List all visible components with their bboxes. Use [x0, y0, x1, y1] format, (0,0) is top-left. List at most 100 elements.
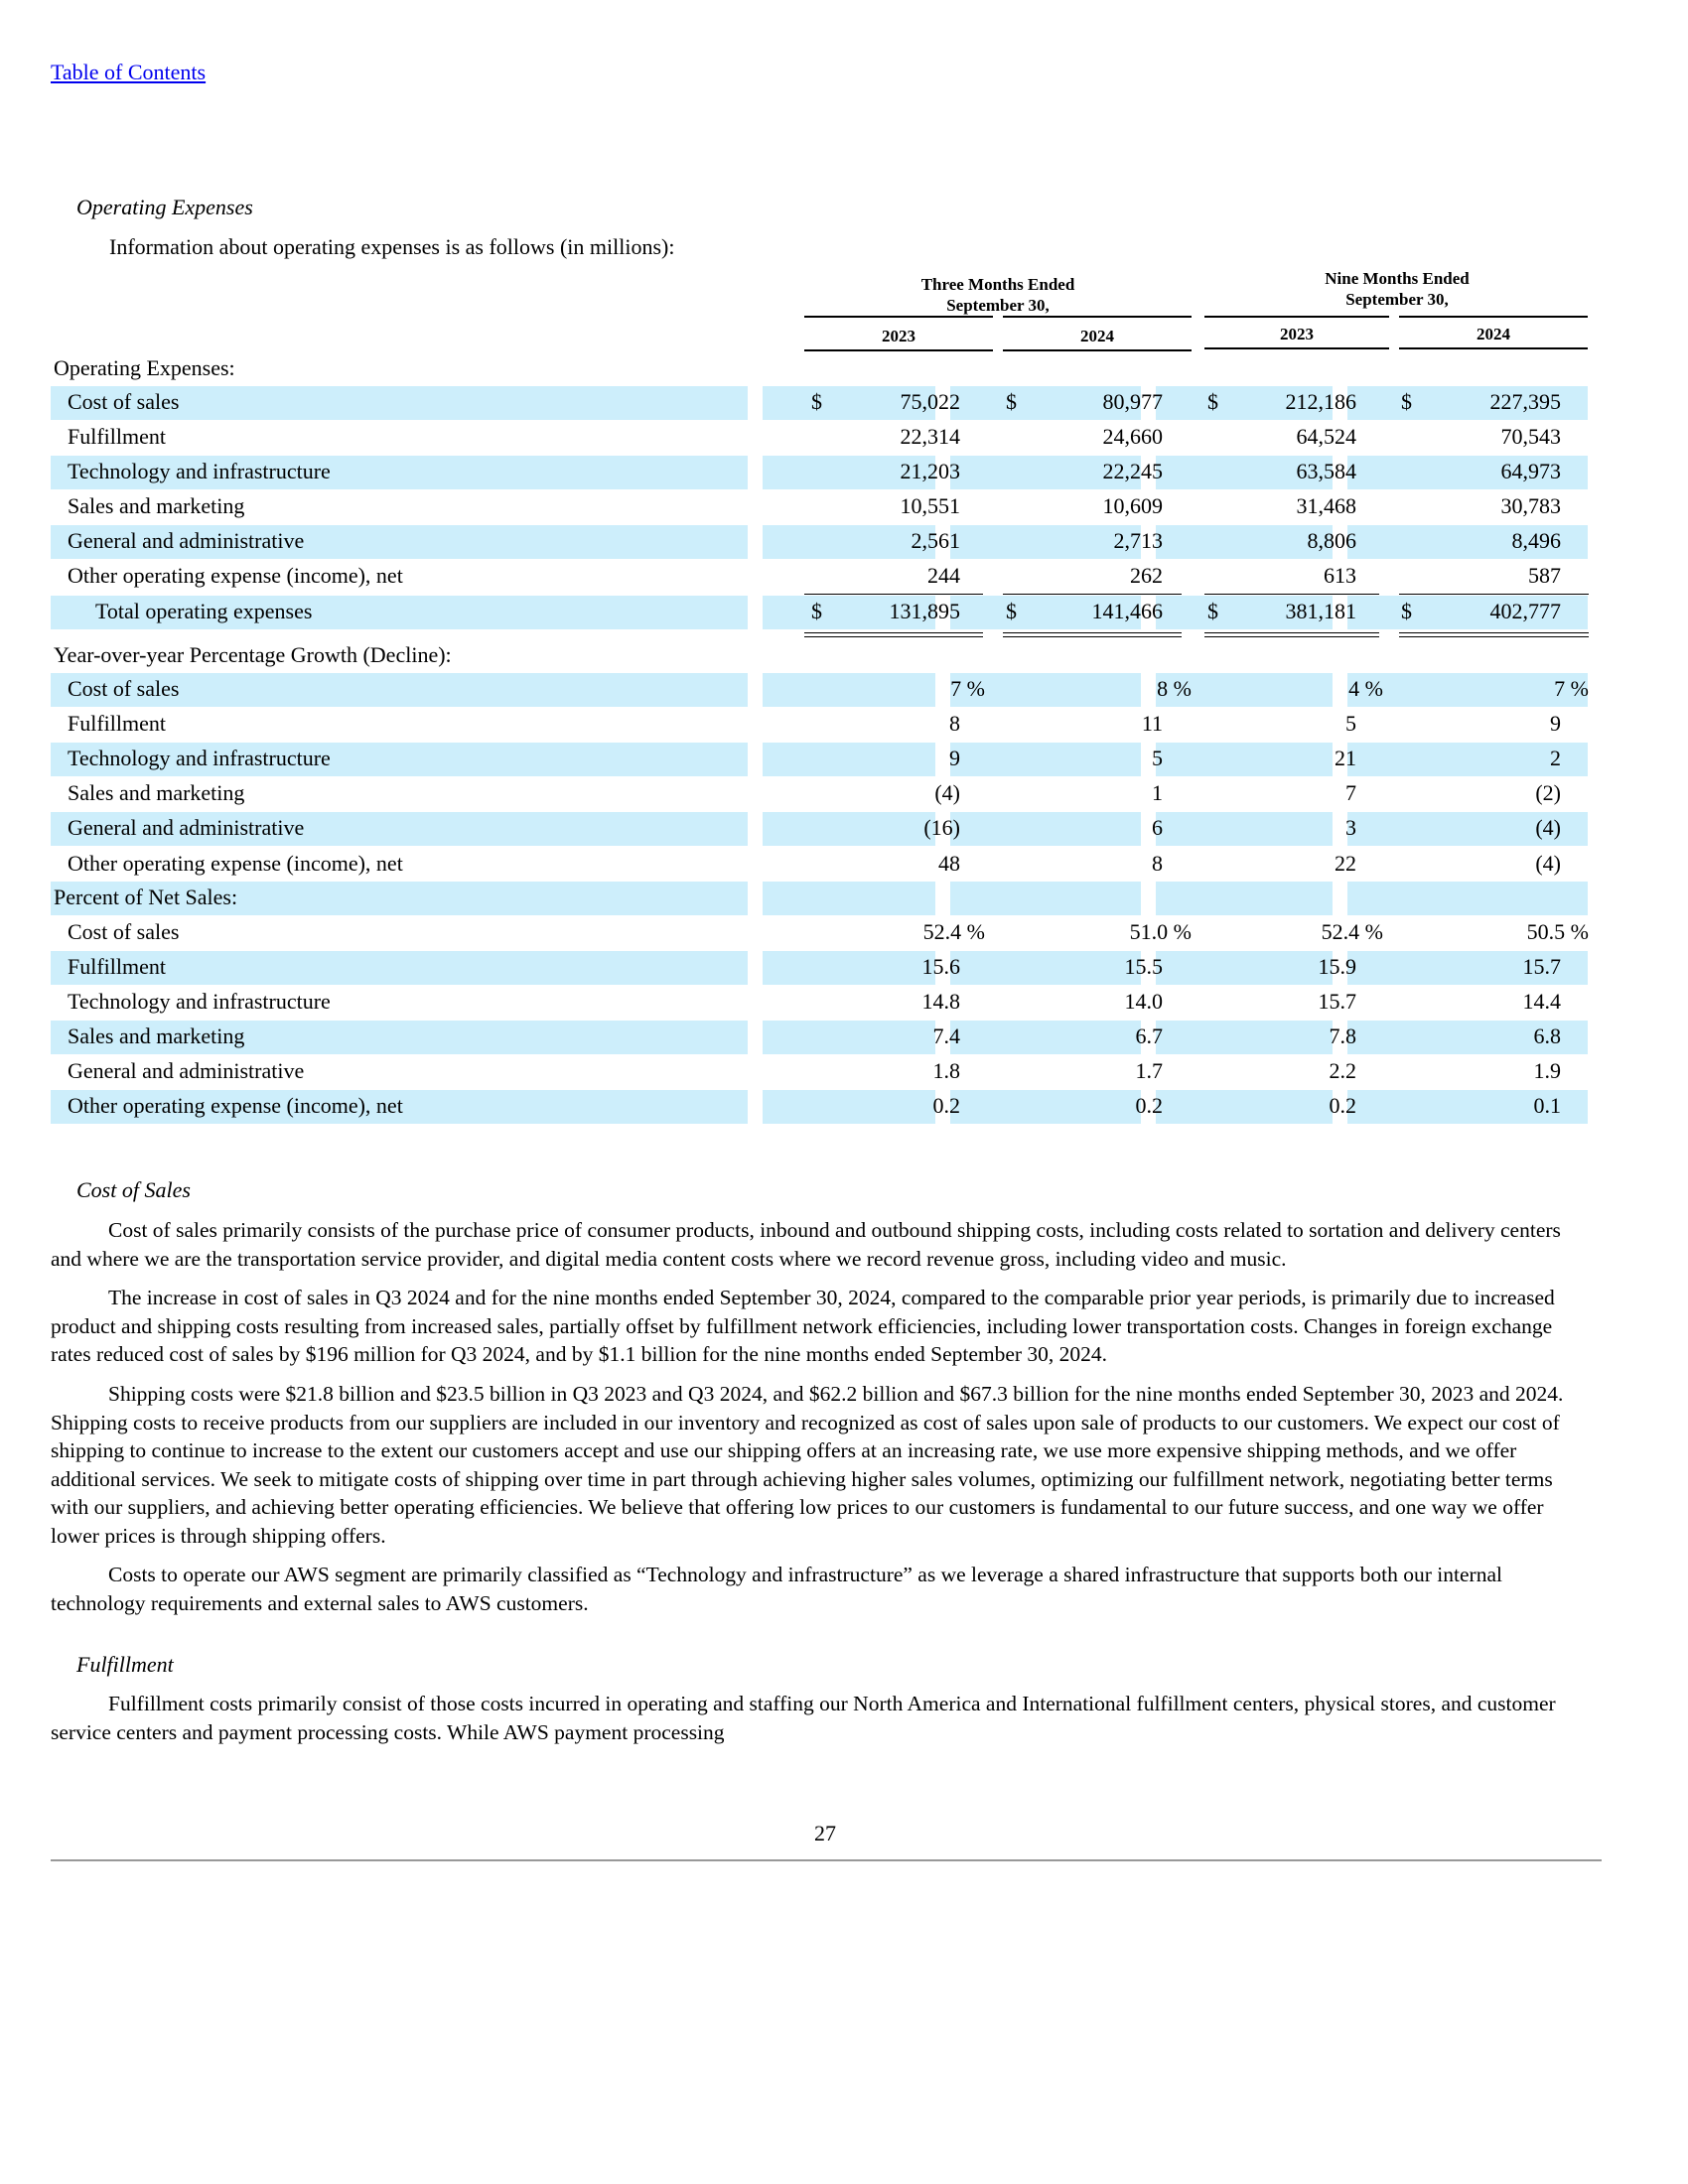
cell-value: 7	[1345, 780, 1356, 805]
table-row: Fulfillment 15.6 15.5 15.9 15.7	[51, 951, 1588, 985]
cost-of-sales-paragraph-2: The increase in cost of sales in Q3 2024…	[51, 1286, 1555, 1366]
header-three-months: Three Months Ended September 30,	[920, 275, 1075, 315]
cell-value: 8	[1152, 851, 1163, 876]
cell-value: 2	[1550, 746, 1561, 770]
cell-value: 0.2	[1135, 1093, 1164, 1118]
table-row: Fulfillment 22,314 24,660 64,524 70,543	[51, 421, 1588, 455]
cell-value: 6.7	[1135, 1024, 1164, 1048]
cell-value: 15.7	[1522, 954, 1562, 979]
dollar-sign: $	[1207, 599, 1218, 623]
cell-value: 52.4 %	[922, 919, 985, 944]
cell-value: 8 %	[1157, 676, 1192, 701]
dollar-sign: $	[1401, 599, 1412, 623]
cell-value: 2,713	[1113, 528, 1164, 553]
dollar-sign: $	[811, 599, 822, 623]
row-label: Other operating expense (income), net	[68, 563, 403, 588]
cell-value: 1.9	[1533, 1058, 1562, 1083]
row-label: Cost of sales	[68, 676, 180, 701]
cell-value: 5	[1345, 711, 1356, 736]
cell-value: 212,186	[1285, 389, 1357, 414]
cell-value: (16)	[923, 815, 960, 840]
table-row: Other operating expense (income), net 244…	[51, 560, 1588, 594]
cell-value: 15.7	[1318, 989, 1357, 1014]
table-row: General and administrative (16) 6 3 (4)	[51, 812, 1588, 846]
year-header-1: 2023	[882, 327, 915, 345]
cell-value: 51.0 %	[1129, 919, 1192, 944]
cell-value: 64,524	[1296, 424, 1357, 449]
table-of-contents-link[interactable]: Table of Contents	[51, 60, 207, 84]
row-label: Other operating expense (income), net	[68, 851, 403, 876]
row-label: Technology and infrastructure	[68, 989, 331, 1014]
table-row: General and administrative 2,561 2,713 8,80…	[51, 525, 1588, 559]
cell-value: 15.5	[1124, 954, 1164, 979]
row-label: Year-over-year Percentage Growth (Declin…	[54, 642, 452, 667]
row-label: Fulfillment	[68, 954, 166, 979]
table-row: Sales and marketing 7.4 6.7 7.8 6.8	[51, 1021, 1588, 1054]
cell-value: 262	[1130, 563, 1163, 588]
cell-value: 7 %	[1554, 676, 1589, 701]
cell-value: 7 %	[950, 676, 985, 701]
cell-value: 52.4 %	[1321, 919, 1383, 944]
table-row: Other operating expense (income), net 0.2…	[51, 1090, 1588, 1124]
cell-value: 8,496	[1511, 528, 1562, 553]
row-label: General and administrative	[68, 528, 305, 553]
cell-value: 227,395	[1489, 389, 1562, 414]
cell-value: 613	[1324, 563, 1356, 588]
cell-value: 30,783	[1500, 493, 1562, 518]
cell-value: 75,022	[900, 389, 961, 414]
table-row: Total operating expenses $131,895 $141,466…	[51, 596, 1588, 629]
row-label: Total operating expenses	[95, 599, 313, 623]
cell-value: (4)	[1535, 815, 1561, 840]
row-label: Fulfillment	[68, 711, 166, 736]
cell-value: 80,977	[1102, 389, 1164, 414]
row-label: Operating Expenses:	[54, 355, 235, 380]
page-number: 27	[814, 1821, 836, 1845]
section-title-cost-of-sales: Cost of Sales	[76, 1177, 191, 1202]
cell-value: 8	[949, 711, 960, 736]
cell-value: (4)	[1535, 851, 1561, 876]
table-row: Year-over-year Percentage Growth (Declin…	[51, 639, 1588, 673]
dollar-sign: $	[811, 389, 822, 414]
cell-value: 4 %	[1348, 676, 1383, 701]
cell-value: 1.7	[1135, 1058, 1164, 1083]
cell-value: 402,777	[1489, 599, 1562, 623]
cell-value: 31,468	[1296, 493, 1357, 518]
cell-value: 131,895	[889, 599, 961, 623]
cell-value: 9	[949, 746, 960, 770]
header-nine-months: Nine Months Ended September 30,	[1325, 269, 1470, 309]
row-label: Other operating expense (income), net	[68, 1093, 403, 1118]
dollar-sign: $	[1006, 599, 1017, 623]
section-title-operating-expenses: Operating Expenses	[76, 195, 253, 219]
cell-value: 14.8	[921, 989, 961, 1014]
cell-value: 587	[1528, 563, 1561, 588]
cell-value: 5	[1152, 746, 1163, 770]
table-row: Cost of sales 7 % 8 % 4 % 7 %	[51, 673, 1589, 707]
dollar-sign: $	[1401, 389, 1412, 414]
cell-value: 63,584	[1296, 459, 1357, 483]
table-row: General and administrative 1.8 1.7 2.2 1.9	[51, 1055, 1588, 1089]
cell-value: 244	[927, 563, 960, 588]
cell-value: 10,609	[1102, 493, 1164, 518]
dollar-sign: $	[1207, 389, 1218, 414]
cell-value: 0.1	[1533, 1093, 1562, 1118]
cell-value: 1.8	[932, 1058, 961, 1083]
row-label: Fulfillment	[68, 424, 166, 449]
cell-value: 15.6	[921, 954, 961, 979]
row-label: Percent of Net Sales:	[54, 885, 238, 909]
table-row: Technology and infrastructure 21,203 22,24…	[51, 456, 1588, 489]
cell-value: 22,314	[900, 424, 961, 449]
table-row: Other operating expense (income), net 48 8…	[51, 848, 1588, 882]
cell-value: 1	[1152, 780, 1163, 805]
cell-value: 0.2	[1329, 1093, 1357, 1118]
cost-of-sales-paragraph-3: Shipping costs were $21.8 billion and $2…	[51, 1382, 1564, 1548]
section-title-fulfillment: Fulfillment	[76, 1652, 174, 1677]
cell-value: 21	[1335, 746, 1356, 770]
table-row: Sales and marketing (4) 1 7 (2)	[51, 777, 1588, 811]
cell-value: 141,466	[1091, 599, 1164, 623]
cell-value: 50.5 %	[1526, 919, 1589, 944]
cell-value: 64,973	[1500, 459, 1562, 483]
row-label: General and administrative	[68, 1058, 305, 1083]
cost-of-sales-paragraph-1: Cost of sales primarily consists of the …	[51, 1218, 1561, 1271]
dollar-sign: $	[1006, 389, 1017, 414]
year-header-2: 2024	[1080, 327, 1114, 345]
